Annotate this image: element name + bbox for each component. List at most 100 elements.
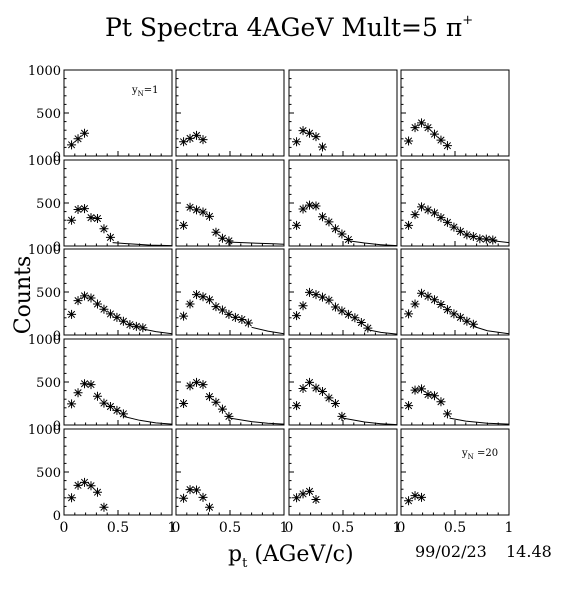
data-point [305, 128, 315, 138]
data-point [330, 224, 340, 234]
data-point [305, 200, 315, 210]
data-point [73, 134, 83, 144]
data-point [92, 299, 102, 309]
data-point [230, 312, 240, 322]
panel-annotation-first: yN=1 [131, 85, 159, 98]
data-point [337, 411, 347, 421]
data-point [73, 480, 83, 490]
data-point [488, 235, 498, 245]
data-point [337, 229, 347, 239]
data-point [311, 132, 321, 142]
panel-12 [400, 248, 510, 336]
data-point [67, 309, 77, 319]
data-point [179, 220, 189, 230]
y-tick-label: 500 [36, 376, 61, 391]
y-tick-label: 500 [36, 466, 61, 481]
data-point [356, 318, 366, 328]
x-axis-label: pt (AGeV/c) [228, 542, 354, 571]
data-point [468, 232, 478, 242]
data-point [462, 230, 472, 240]
data-point [138, 323, 148, 333]
data-point [99, 304, 109, 314]
data-point [92, 391, 102, 401]
y-tick-label: 0 [53, 150, 61, 165]
data-point [324, 295, 334, 305]
y-tick-label: 500 [36, 197, 61, 212]
panel-frame [400, 159, 510, 247]
data-point [305, 287, 315, 297]
x-tick-label: 1 [168, 520, 177, 536]
x-tick-label: 0 [397, 520, 406, 536]
panel-frame [400, 338, 510, 426]
annotation-first-sub: N [138, 90, 144, 98]
data-point [363, 323, 373, 333]
data-point [423, 123, 433, 133]
data-point [185, 381, 195, 391]
data-point [404, 220, 414, 230]
data-point [330, 399, 340, 408]
data-point [112, 405, 122, 415]
panel-18 [175, 428, 285, 516]
x-axis-label-sub: t [242, 556, 248, 571]
data-point [67, 215, 77, 225]
data-point [410, 123, 420, 133]
panel-1 [63, 69, 173, 157]
data-point [442, 141, 452, 151]
data-point [410, 385, 420, 395]
data-point [468, 319, 478, 329]
data-point [417, 118, 427, 128]
data-point [481, 234, 491, 244]
data-point [442, 305, 452, 315]
data-point [198, 207, 208, 217]
x-tick-label: 0 [172, 520, 181, 536]
data-point [224, 236, 234, 246]
panel-14 [175, 338, 285, 426]
y-tick-label: 1000 [28, 423, 61, 438]
data-point [417, 384, 427, 394]
x-tick-label: 1 [280, 520, 289, 536]
panel-20 [400, 428, 510, 516]
data-point [343, 235, 353, 245]
data-point [105, 309, 115, 319]
data-point [404, 136, 414, 146]
data-point [311, 290, 321, 300]
data-point [118, 409, 128, 419]
data-point [99, 398, 109, 408]
data-point [185, 485, 195, 495]
data-point [198, 292, 208, 302]
x-tick-label: 0.5 [444, 520, 466, 536]
data-point [204, 211, 214, 221]
data-point [429, 391, 439, 401]
data-point [86, 481, 96, 491]
y-tick-label: 500 [36, 107, 61, 122]
data-point [192, 130, 202, 140]
data-point [436, 397, 446, 407]
data-point [442, 409, 452, 419]
data-point [217, 305, 227, 315]
annotation-last-main: y [461, 448, 468, 459]
data-point [185, 133, 195, 143]
panel-frame [63, 69, 173, 157]
data-point [292, 220, 302, 230]
data-point [125, 320, 135, 330]
data-point [449, 309, 459, 319]
data-point [131, 321, 141, 331]
data-point [311, 201, 321, 211]
panel-4 [400, 69, 510, 157]
data-point [455, 312, 465, 322]
y-tick-label: 0 [53, 240, 61, 255]
chart-title: Pt Spectra 4AGeV Mult=5 π+ [105, 13, 473, 42]
data-point [305, 377, 315, 387]
data-point [80, 291, 90, 301]
data-point [417, 288, 427, 298]
panel-17 [63, 428, 173, 516]
chart-title-main: Pt Spectra 4AGeV Mult=5 π [105, 13, 462, 42]
data-point [237, 315, 247, 325]
data-point [292, 401, 302, 411]
data-point [298, 126, 308, 136]
data-point [99, 224, 109, 234]
data-point [298, 489, 308, 499]
y-tick-label: 500 [36, 286, 61, 301]
panel-2 [175, 69, 285, 157]
data-point [298, 301, 308, 311]
